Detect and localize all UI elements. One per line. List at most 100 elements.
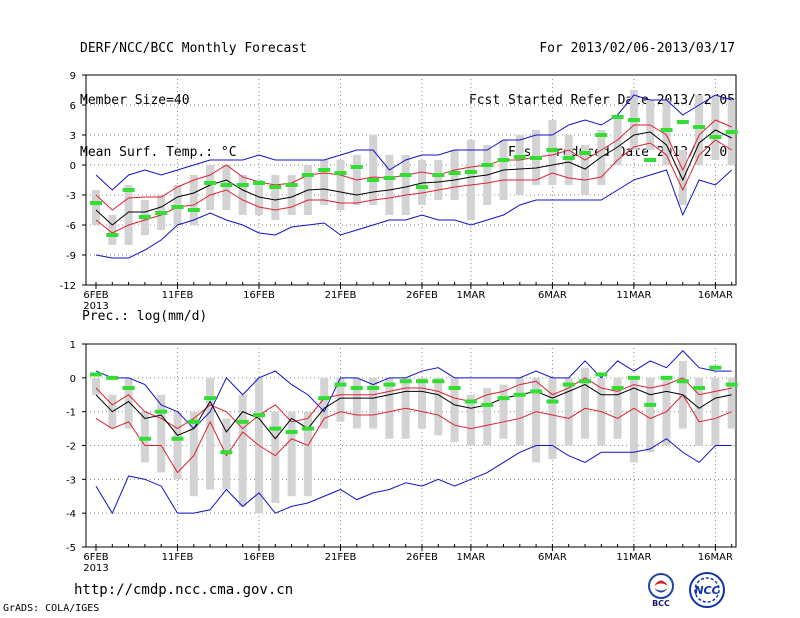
temp-xtick-label: 11MAR — [616, 290, 651, 301]
prec-box — [483, 387, 492, 446]
prec-box — [629, 377, 638, 463]
temp-obs-marker — [90, 201, 102, 205]
prec-obs-marker — [301, 426, 314, 431]
prec-box — [206, 377, 215, 490]
temp-obs-marker — [155, 211, 168, 215]
prec-box — [581, 367, 589, 439]
temp-obs-marker — [481, 163, 494, 167]
prec-obs-marker — [676, 379, 689, 384]
prec-box — [320, 377, 329, 429]
prec-box — [287, 411, 296, 497]
temp-box — [662, 100, 671, 165]
temp-box — [108, 215, 117, 245]
prec-obs-marker — [220, 450, 233, 455]
bcc-logo-icon: BCC — [648, 573, 674, 608]
prec-xtick-label: 16FEB — [243, 552, 275, 563]
prec-obs-marker — [138, 436, 151, 441]
temp-obs-marker — [399, 173, 412, 177]
temp-obs-marker — [709, 135, 722, 139]
prec-ytick-label: -5 — [66, 543, 76, 554]
temp-obs-marker — [367, 178, 380, 182]
prec-obs-marker — [253, 413, 265, 418]
temp-obs-marker — [497, 158, 510, 162]
temp-xtick-label: 16FEB — [243, 290, 275, 301]
temp-obs-marker — [138, 215, 151, 219]
prec-xtick-label: 6MAR — [538, 552, 567, 563]
variable-label: Mean Surf. Temp.: °C — [80, 145, 237, 160]
ncc-logo-icon: NCC — [689, 572, 725, 608]
temp-max-line — [95, 94, 732, 191]
prec-box — [385, 377, 394, 439]
prec-obs-marker — [416, 379, 428, 384]
prec-box — [548, 377, 557, 460]
temp-box — [369, 135, 378, 205]
prec-obs-marker — [285, 429, 298, 434]
source-url[interactable]: http://cmdp.ncc.cma.gov.cn — [74, 582, 294, 598]
temp-obs-marker — [285, 183, 298, 187]
temp-xtick-label: 6FEB — [83, 290, 108, 301]
temp-box — [515, 135, 524, 195]
forecast-title: DERF/NCC/BCC Monthly Forecast — [80, 41, 307, 56]
temp-obs-marker — [448, 171, 461, 175]
temp-xtick-label: 2013 — [83, 301, 108, 312]
prec-ytick-label: -1 — [66, 408, 76, 419]
prec-ytick-label: 1 — [70, 340, 76, 351]
prec-obs-marker — [399, 379, 412, 384]
prec-min-line — [95, 438, 732, 515]
temp-xtick-label: 16MAR — [698, 290, 733, 301]
temp-box — [206, 165, 215, 210]
prec-box — [336, 377, 345, 422]
prec-box — [369, 377, 378, 429]
prec-ytick-label: -2 — [66, 442, 76, 453]
prec-obs-marker — [513, 392, 526, 397]
prec-lower-spread-line — [95, 393, 732, 474]
prec-obs-marker — [660, 375, 673, 380]
header-right: For 2013/02/06-2013/03/17 Fcst Started R… — [469, 9, 735, 181]
temp-ytick-label: 3 — [70, 131, 76, 142]
prec-mean-line — [95, 384, 732, 440]
temp-box — [678, 150, 687, 205]
temp-xtick-label: 1MAR — [457, 290, 486, 301]
temp-obs-marker — [220, 183, 233, 187]
prec-box — [352, 377, 361, 429]
temp-ytick-label: -9 — [66, 251, 76, 262]
temp-obs-marker — [301, 173, 314, 177]
prec-obs-marker — [367, 385, 380, 390]
temp-box — [222, 165, 231, 210]
temp-min-line — [95, 169, 733, 259]
prec-box — [124, 377, 133, 429]
prec-xtick-label: 16MAR — [698, 552, 733, 563]
prec-obs-marker — [334, 382, 347, 387]
temp-xtick-label: 26FEB — [406, 290, 438, 301]
prec-obs-marker — [122, 385, 135, 390]
temp-obs-marker — [693, 125, 706, 129]
prec-xtick-label: 11FEB — [162, 552, 194, 563]
prec-box — [532, 377, 541, 463]
temp-obs-marker — [187, 208, 200, 212]
prec-box — [173, 411, 182, 480]
prec-box — [564, 377, 573, 446]
prec-box — [613, 377, 622, 439]
temp-box — [711, 95, 720, 160]
prec-xtick-label: 2013 — [83, 563, 108, 574]
prec-obs-marker — [318, 396, 331, 401]
bcc-logo-text: BCC — [652, 599, 670, 608]
temp-box — [124, 185, 133, 245]
prec-obs-marker — [627, 375, 640, 380]
temp-obs-marker — [383, 176, 396, 180]
prec-box — [303, 411, 312, 497]
prec-obs-marker — [546, 399, 559, 404]
prec-obs-marker — [90, 372, 102, 377]
temp-obs-marker — [416, 185, 428, 189]
prec-obs-marker — [383, 382, 396, 387]
prec-obs-marker — [155, 409, 168, 414]
forecast-period: For 2013/02/06-2013/03/17 — [539, 41, 735, 56]
prec-box — [646, 377, 655, 453]
temp-obs-marker — [464, 170, 477, 174]
temp-obs-marker — [579, 151, 591, 155]
temp-obs-marker — [660, 128, 673, 132]
temp-obs-marker — [236, 183, 249, 187]
temp-box — [238, 175, 247, 215]
temp-lower-spread-line — [95, 139, 732, 234]
